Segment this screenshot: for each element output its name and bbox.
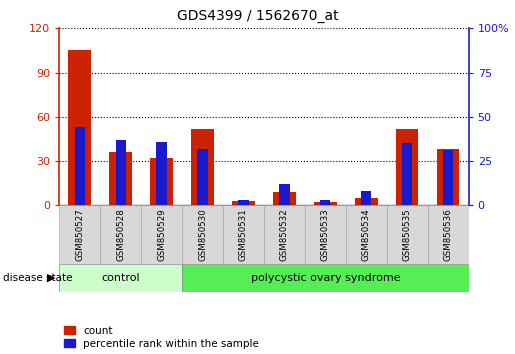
- Text: control: control: [101, 273, 140, 283]
- Text: GSM850529: GSM850529: [157, 208, 166, 261]
- Bar: [59, 205, 100, 264]
- Bar: [100, 205, 141, 264]
- Legend: count, percentile rank within the sample: count, percentile rank within the sample: [64, 326, 259, 349]
- Text: GSM850527: GSM850527: [75, 208, 84, 261]
- Bar: [68, 51, 91, 205]
- Bar: [264, 205, 305, 264]
- Bar: [109, 152, 132, 205]
- Text: ▶: ▶: [47, 273, 56, 283]
- Bar: [223, 205, 264, 264]
- Bar: [314, 202, 337, 205]
- Bar: [437, 149, 459, 205]
- Bar: [115, 140, 126, 205]
- Text: disease state: disease state: [3, 273, 72, 283]
- Bar: [355, 198, 377, 205]
- Bar: [387, 205, 427, 264]
- Bar: [320, 200, 331, 205]
- Bar: [232, 201, 255, 205]
- Bar: [141, 205, 182, 264]
- Bar: [182, 264, 469, 292]
- Bar: [238, 200, 249, 205]
- Bar: [182, 205, 223, 264]
- Text: GSM850531: GSM850531: [239, 208, 248, 261]
- Bar: [197, 149, 208, 205]
- Bar: [361, 191, 371, 205]
- Text: polycystic ovary syndrome: polycystic ovary syndrome: [250, 273, 400, 283]
- Text: GSM850528: GSM850528: [116, 208, 125, 261]
- Bar: [75, 127, 85, 205]
- Bar: [305, 205, 346, 264]
- Bar: [191, 129, 214, 205]
- Bar: [396, 129, 419, 205]
- Text: GSM850530: GSM850530: [198, 208, 207, 261]
- Text: GSM850535: GSM850535: [403, 208, 411, 261]
- Bar: [402, 143, 413, 205]
- Text: GSM850536: GSM850536: [444, 208, 453, 261]
- Text: GDS4399 / 1562670_at: GDS4399 / 1562670_at: [177, 9, 338, 23]
- Bar: [443, 150, 453, 205]
- Bar: [279, 184, 289, 205]
- Text: GSM850533: GSM850533: [321, 208, 330, 261]
- Bar: [150, 158, 173, 205]
- Bar: [273, 192, 296, 205]
- Bar: [427, 205, 469, 264]
- Bar: [346, 205, 387, 264]
- Text: GSM850532: GSM850532: [280, 208, 289, 261]
- Text: GSM850534: GSM850534: [362, 208, 371, 261]
- Bar: [157, 142, 167, 205]
- Bar: [59, 264, 182, 292]
